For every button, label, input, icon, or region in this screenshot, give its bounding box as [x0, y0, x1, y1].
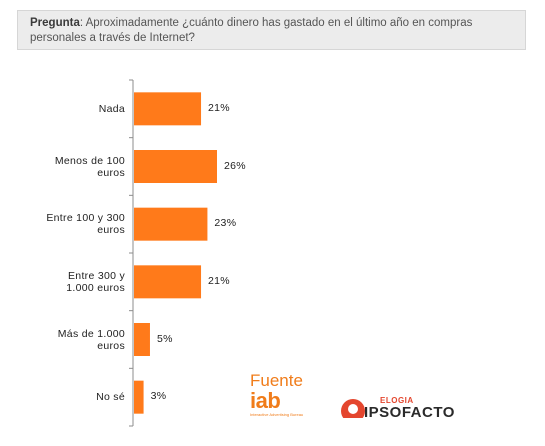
ipsofacto-mark-icon — [341, 399, 365, 424]
value-label: 5% — [156, 332, 173, 345]
category-label-line: 1.000 euros — [66, 281, 125, 294]
bar — [134, 207, 208, 241]
category-label-line: euros — [97, 224, 125, 237]
question-label: Pregunta — [30, 17, 80, 29]
category-label: No sé — [15, 391, 125, 403]
category-label-line: Entre 100 y 300 — [46, 212, 125, 225]
category-label: Nada — [15, 103, 125, 115]
bar — [134, 92, 202, 126]
ipsofacto-name: IPSOFACTO — [364, 404, 455, 421]
value-label: 23% — [214, 217, 237, 230]
category-label-line: No sé — [96, 391, 125, 404]
bar — [134, 323, 150, 356]
category-label-line: Más de 1.000 — [57, 327, 125, 340]
bar — [134, 380, 144, 414]
value-label: 21% — [208, 101, 230, 114]
question-box: Pregunta: Aproximadamente ¿cuánto dinero… — [17, 10, 526, 50]
source-ipsofacto-logo: ELOGIA IPSOFACTO — [338, 392, 488, 432]
ipsofacto-small-label: ELOGIA — [380, 396, 414, 405]
iab-logo-text: iab — [250, 388, 281, 413]
source-iab-logo: Fuente iab Interactive Advertising Burea… — [250, 372, 330, 432]
bar — [134, 150, 217, 183]
category-label-line: Nada — [98, 102, 125, 115]
value-label: 26% — [224, 159, 246, 172]
category-label-line: Entre 300 y — [68, 269, 125, 282]
category-label-line: euros — [97, 339, 125, 352]
category-label-line: Menos de 100 — [54, 154, 125, 167]
fuente-label: Fuente — [250, 371, 303, 390]
iab-tagline: Interactive Advertising Bureau — [250, 412, 304, 417]
category-label: Entre 300 y 1.000 euros — [15, 270, 125, 294]
category-label: Entre 100 y 300 euros — [15, 212, 125, 236]
category-label: Más de 1.000 euros — [15, 328, 125, 352]
category-label-line: euros — [97, 166, 125, 179]
question-text: : Aproximadamente ¿cuánto dinero has gas… — [30, 17, 473, 44]
bar — [134, 265, 202, 299]
category-label: Menos de 100 euros — [15, 155, 125, 179]
value-label: 3% — [150, 390, 167, 403]
value-label: 21% — [208, 274, 230, 287]
